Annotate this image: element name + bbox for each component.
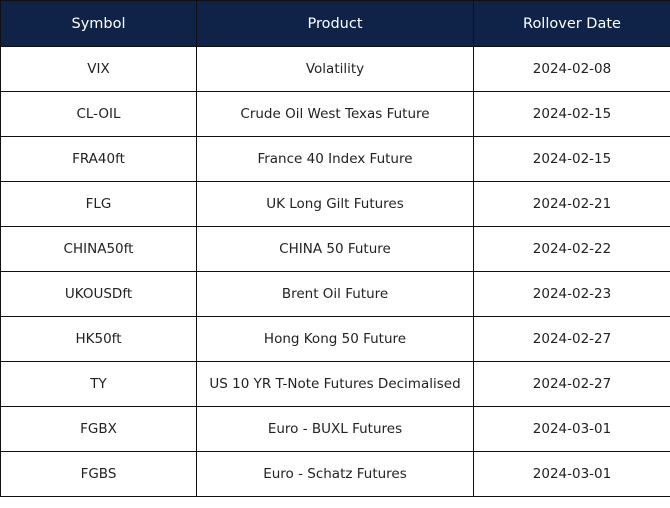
table-cell: FLG: [0, 181, 197, 227]
table-cell: Hong Kong 50 Future: [196, 316, 474, 362]
table-cell: 2024-02-15: [473, 91, 670, 137]
table-cell: FGBS: [0, 451, 197, 497]
table-cell: CHINA 50 Future: [196, 226, 474, 272]
table-cell: 2024-02-22: [473, 226, 670, 272]
table-row: FGBS Euro - Schatz Futures 2024-03-01: [0, 451, 670, 497]
table-row: CL-OIL Crude Oil West Texas Future 2024-02…: [0, 91, 670, 137]
table-cell: France 40 Index Future: [196, 136, 474, 182]
header-cell: Product: [196, 0, 474, 47]
table-cell: Euro - BUXL Futures: [196, 406, 474, 452]
table-row: UKOUSDft Brent Oil Future 2024-02-23: [0, 271, 670, 317]
table-cell: 2024-03-01: [473, 451, 670, 497]
table-row: VIX Volatility 2024-02-08: [0, 46, 670, 92]
table-cell: FRA40ft: [0, 136, 197, 182]
table-cell: 2024-02-08: [473, 46, 670, 92]
table-row: FRA40ft France 40 Index Future 2024-02-15: [0, 136, 670, 182]
table-cell: VIX: [0, 46, 197, 92]
table-row: FGBX Euro - BUXL Futures 2024-03-01: [0, 406, 670, 452]
table-row: CHINA50ft CHINA 50 Future 2024-02-22: [0, 226, 670, 272]
header-row: Symbol Product Rollover Date: [0, 0, 670, 47]
table-cell: 2024-02-15: [473, 136, 670, 182]
table-cell: Volatility: [196, 46, 474, 92]
table-row: TY US 10 YR T-Note Futures Decimalised 202…: [0, 361, 670, 407]
table-cell: Euro - Schatz Futures: [196, 451, 474, 497]
table-cell: UK Long Gilt Futures: [196, 181, 474, 227]
table-cell: 2024-02-27: [473, 361, 670, 407]
table-row: HK50ft Hong Kong 50 Future 2024-02-27: [0, 316, 670, 362]
table-cell: 2024-02-27: [473, 316, 670, 362]
table-cell: US 10 YR T-Note Futures Decimalised: [196, 361, 474, 407]
table-cell: CL-OIL: [0, 91, 197, 137]
table-cell: FGBX: [0, 406, 197, 452]
table-cell: 2024-02-21: [473, 181, 670, 227]
table-cell: CHINA50ft: [0, 226, 197, 272]
rollover-table: Symbol Product Rollover Date VIX Volatility…: [0, 0, 670, 497]
header-cell: Symbol: [0, 0, 197, 47]
table-body: VIX Volatility 2024-02-08 CL-OIL Crude Oil W…: [0, 46, 670, 497]
header-cell: Rollover Date: [473, 0, 670, 47]
table-cell: HK50ft: [0, 316, 197, 362]
table-cell: Crude Oil West Texas Future: [196, 91, 474, 137]
table-cell: 2024-03-01: [473, 406, 670, 452]
table-cell: TY: [0, 361, 197, 407]
table-cell: UKOUSDft: [0, 271, 197, 317]
table-cell: 2024-02-23: [473, 271, 670, 317]
table-cell: Brent Oil Future: [196, 271, 474, 317]
table-row: FLG UK Long Gilt Futures 2024-02-21: [0, 181, 670, 227]
